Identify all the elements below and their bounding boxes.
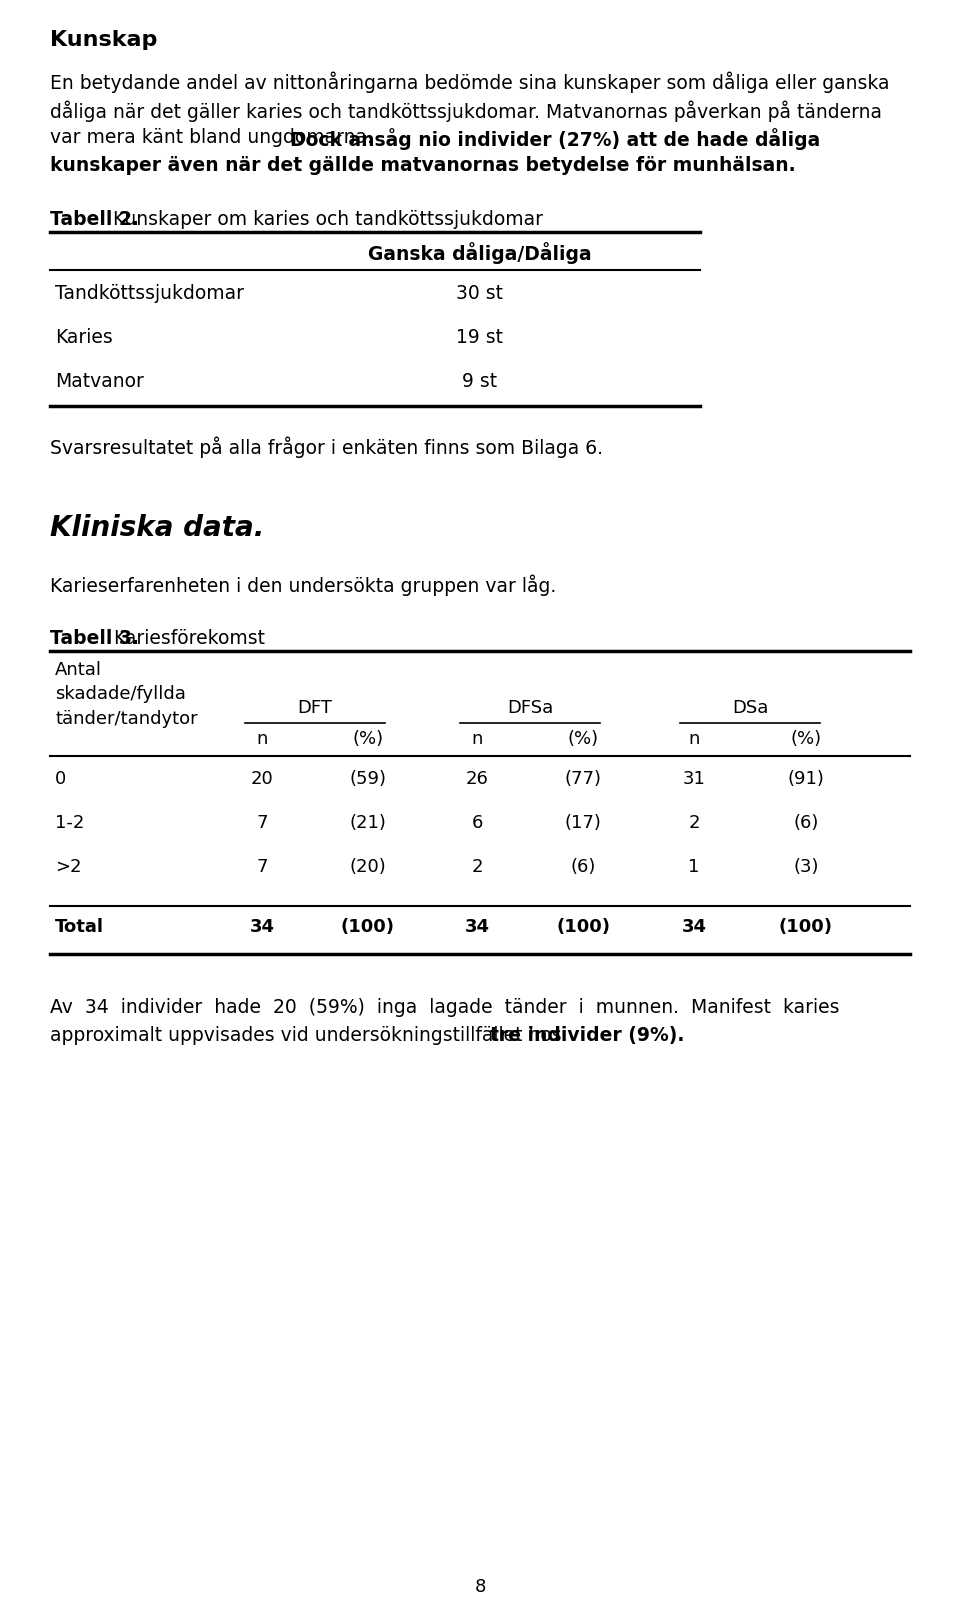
Text: Matvanor: Matvanor — [55, 372, 144, 391]
Text: Kariesförekomst: Kariesförekomst — [113, 630, 265, 647]
Text: 2: 2 — [471, 858, 483, 876]
Text: tre individer (9%).: tre individer (9%). — [490, 1026, 684, 1045]
Text: kunskaper även när det gällde matvanornas betydelse för munhälsan.: kunskaper även när det gällde matvanorna… — [50, 156, 796, 175]
Text: 30 st: 30 st — [457, 283, 503, 303]
Text: DSa: DSa — [732, 699, 768, 716]
Text: dåliga när det gäller karies och tandköttssjukdomar. Matvanornas påverkan på tän: dåliga när det gäller karies och tandköt… — [50, 100, 882, 121]
Text: Tandköttssjukdomar: Tandköttssjukdomar — [55, 283, 244, 303]
Text: Svarsresultatet på alla frågor i enkäten finns som Bilaga 6.: Svarsresultatet på alla frågor i enkäten… — [50, 436, 603, 457]
Text: En betydande andel av nittonåringarna bedömde sina kunskaper som dåliga eller ga: En betydande andel av nittonåringarna be… — [50, 72, 890, 93]
Text: Kunskaper om karies och tandköttssjukdomar: Kunskaper om karies och tandköttssjukdom… — [113, 209, 543, 229]
Text: 20: 20 — [251, 770, 274, 787]
Text: var mera känt bland ungdomarna.: var mera känt bland ungdomarna. — [50, 129, 379, 147]
Text: 34: 34 — [465, 918, 490, 935]
Text: Ganska dåliga/Dåliga: Ganska dåliga/Dåliga — [369, 242, 591, 264]
Text: (100): (100) — [779, 918, 833, 935]
Text: (%): (%) — [567, 729, 599, 749]
Text: approximalt uppvisades vid undersökningstillfället hos: approximalt uppvisades vid undersöknings… — [50, 1026, 567, 1045]
Text: Kliniska data.: Kliniska data. — [50, 514, 264, 543]
Text: 31: 31 — [683, 770, 706, 787]
Text: Karieserfarenheten i den undersökta gruppen var låg.: Karieserfarenheten i den undersökta grup… — [50, 575, 556, 596]
Text: DFT: DFT — [298, 699, 332, 716]
Text: 34: 34 — [250, 918, 275, 935]
Text: n: n — [256, 729, 268, 749]
Text: Antal
skadade/fyllda
tänder/tandytor: Antal skadade/fyllda tänder/tandytor — [55, 662, 198, 728]
Text: 8: 8 — [474, 1578, 486, 1596]
Text: DFSa: DFSa — [507, 699, 553, 716]
Text: (6): (6) — [570, 858, 596, 876]
Text: (6): (6) — [793, 815, 819, 832]
Text: (91): (91) — [787, 770, 825, 787]
Text: 2: 2 — [688, 815, 700, 832]
Text: 6: 6 — [471, 815, 483, 832]
Text: Av  34  individer  hade  20  (59%)  inga  lagade  tänder  i  munnen.  Manifest  : Av 34 individer hade 20 (59%) inga lagad… — [50, 998, 839, 1018]
Text: Tabell 3.: Tabell 3. — [50, 630, 139, 647]
Text: (3): (3) — [793, 858, 819, 876]
Text: Total: Total — [55, 918, 104, 935]
Text: >2: >2 — [55, 858, 82, 876]
Text: Karies: Karies — [55, 328, 112, 348]
Text: 1: 1 — [688, 858, 700, 876]
Text: 0: 0 — [55, 770, 66, 787]
Text: Kunskap: Kunskap — [50, 31, 157, 50]
Text: n: n — [688, 729, 700, 749]
Text: (20): (20) — [349, 858, 386, 876]
Text: (%): (%) — [790, 729, 822, 749]
Text: (77): (77) — [564, 770, 602, 787]
Text: Dock ansåg nio individer (27%) att de hade dåliga: Dock ansåg nio individer (27%) att de ha… — [290, 129, 820, 150]
Text: (17): (17) — [564, 815, 601, 832]
Text: 26: 26 — [466, 770, 489, 787]
Text: 9 st: 9 st — [463, 372, 497, 391]
Text: 7: 7 — [256, 858, 268, 876]
Text: Tabell 2.: Tabell 2. — [50, 209, 139, 229]
Text: (100): (100) — [556, 918, 610, 935]
Text: 19 st: 19 st — [457, 328, 503, 348]
Text: (59): (59) — [349, 770, 387, 787]
Text: (100): (100) — [341, 918, 395, 935]
Text: n: n — [471, 729, 483, 749]
Text: 34: 34 — [682, 918, 707, 935]
Text: (%): (%) — [352, 729, 384, 749]
Text: 7: 7 — [256, 815, 268, 832]
Text: (21): (21) — [349, 815, 387, 832]
Text: 1-2: 1-2 — [55, 815, 84, 832]
